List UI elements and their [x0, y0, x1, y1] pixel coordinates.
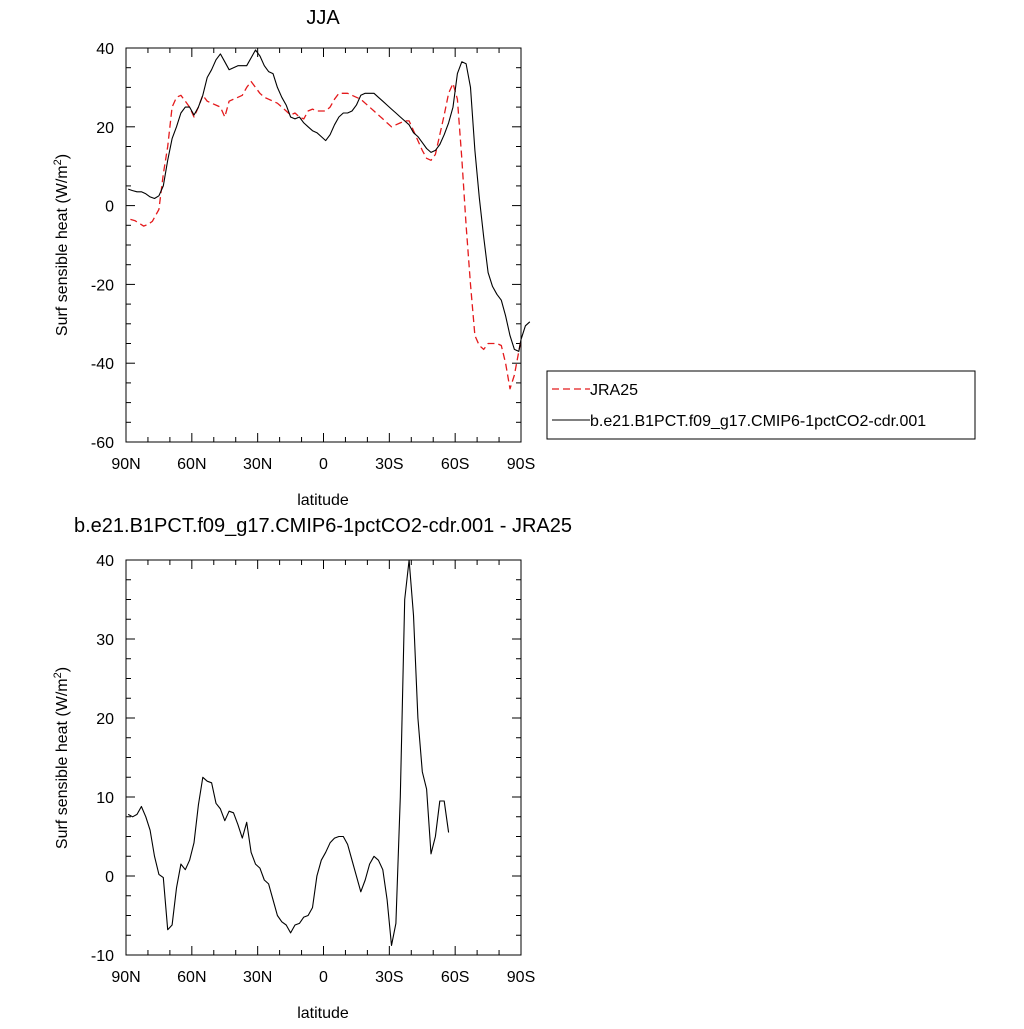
x-tick-label: 60N: [177, 969, 206, 986]
top-chart-title: JJA: [306, 7, 340, 29]
top-chart-y-tick-labels: -60 -40 -20 0 20 40: [91, 41, 114, 452]
x-tick-label: 0: [319, 969, 328, 986]
y-tick-label: -40: [91, 356, 114, 373]
bottom-chart-x-axis-label: latitude: [297, 1005, 349, 1022]
bottom-chart-plot-frame: [125, 559, 522, 956]
bottom-chart-ticks: [125, 559, 522, 956]
x-tick-label: 30S: [375, 969, 403, 986]
legend-box: [546, 370, 976, 440]
series-line-difference: [127, 559, 450, 947]
y-tick-label: 30: [96, 632, 114, 649]
top-chart-ticks: [125, 47, 522, 443]
legend-label-jra25: JRA25: [590, 382, 638, 399]
series-line-model: [128, 49, 531, 352]
bottom-chart-y-axis-label: Surf sensible heat (W/m2): [52, 667, 71, 849]
y-tick-label: 40: [96, 553, 114, 570]
x-tick-label: 90N: [111, 969, 140, 986]
y-tick-label: 40: [96, 41, 114, 58]
x-tick-label: 60S: [441, 456, 469, 473]
legend-label-model: b.e21.B1PCT.f09_g17.CMIP6-1pctCO2-cdr.00…: [590, 413, 926, 430]
bottom-chart-title: b.e21.B1PCT.f09_g17.CMIP6-1pctCO2-cdr.00…: [74, 515, 572, 537]
bottom-chart: b.e21.B1PCT.f09_g17.CMIP6-1pctCO2-cdr.00…: [52, 515, 572, 1022]
x-tick-label: 30N: [243, 969, 272, 986]
y-tick-label: 0: [105, 869, 114, 886]
bottom-chart-y-tick-labels: -10 0 10 20 30 40: [91, 553, 114, 965]
x-tick-label: 60N: [177, 456, 206, 473]
top-chart-y-axis-label: Surf sensible heat (W/m2): [52, 154, 71, 336]
x-tick-label: 30N: [243, 456, 272, 473]
bottom-chart-series: [127, 559, 450, 947]
y-tick-label: 0: [105, 199, 114, 216]
top-chart: JJA 90N 60N 30N 0 30S 60S 90S -60 -40 -20 0 20 40 l…: [52, 7, 976, 509]
top-chart-x-axis-label: latitude: [297, 492, 349, 509]
y-tick-label: 10: [96, 790, 114, 807]
x-tick-label: 90S: [507, 969, 535, 986]
x-tick-label: 90N: [111, 456, 140, 473]
top-chart-series: [128, 49, 531, 390]
y-tick-label: -20: [91, 277, 114, 294]
top-chart-x-tick-labels: 90N 60N 30N 0 30S 60S 90S: [111, 456, 535, 473]
bottom-chart-x-tick-labels: 90N 60N 30N 0 30S 60S 90S: [111, 969, 535, 986]
y-tick-label: 20: [96, 120, 114, 137]
y-tick-label: 20: [96, 711, 114, 728]
x-tick-label: 90S: [507, 456, 535, 473]
x-tick-label: 0: [319, 456, 328, 473]
y-tick-label: -10: [91, 948, 114, 965]
x-tick-label: 60S: [441, 969, 469, 986]
y-tick-label: -60: [91, 435, 114, 452]
x-tick-label: 30S: [375, 456, 403, 473]
series-line-jra25: [130, 80, 522, 390]
legend: JRA25 b.e21.B1PCT.f09_g17.CMIP6-1pctCO2-…: [546, 370, 976, 440]
